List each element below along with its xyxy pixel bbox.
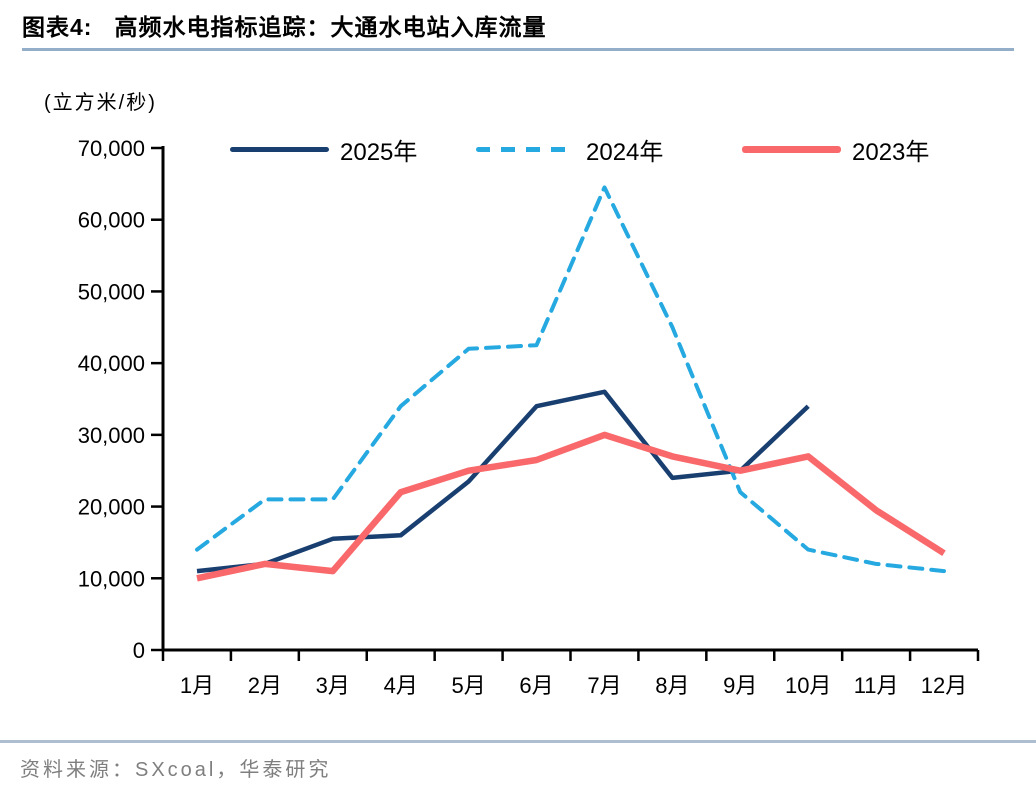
legend-line-2023-icon (742, 145, 841, 153)
svg-text:40,000: 40,000 (78, 351, 145, 376)
svg-text:10月: 10月 (785, 673, 831, 698)
legend-label-2025: 2025年 (340, 138, 418, 166)
svg-text:50,000: 50,000 (78, 279, 145, 304)
legend-label-2024: 2024年 (586, 138, 664, 166)
legend-item-2023: 2023年 (742, 131, 929, 167)
chart-legend: 2025年 2024年 2023年 (0, 131, 1036, 167)
svg-text:4月: 4月 (384, 673, 418, 698)
legend-item-2024: 2024年 (476, 131, 663, 167)
legend-item-2025: 2025年 (230, 131, 417, 167)
svg-text:9月: 9月 (723, 673, 757, 698)
axis-unit-label: (立方米/秒) (44, 92, 157, 114)
svg-text:1月: 1月 (180, 673, 214, 698)
footer-divider (0, 740, 1036, 743)
svg-text:60,000: 60,000 (78, 208, 145, 233)
chart-svg: 0 10,000 20,000 30,000 40,000 50,000 60,000 70,… (78, 136, 980, 698)
chart-area: 0 10,000 20,000 30,000 40,000 50,000 60,000 70,… (0, 85, 1036, 740)
svg-text:0: 0 (133, 638, 145, 663)
title-divider (22, 48, 1014, 51)
svg-text:11月: 11月 (854, 673, 899, 698)
svg-text:6月: 6月 (519, 673, 553, 698)
svg-text:20,000: 20,000 (78, 495, 145, 520)
legend-line-2024-icon (476, 146, 575, 152)
svg-text:12月: 12月 (921, 673, 967, 698)
figure-title: 图表4: 高频水电指标追踪：大通水电站入库流量 (22, 8, 1022, 42)
legend-label-2023: 2023年 (852, 138, 930, 166)
svg-text:30,000: 30,000 (78, 423, 145, 448)
svg-text:10,000: 10,000 (78, 566, 145, 591)
svg-text:3月: 3月 (316, 673, 350, 698)
source-note: 资料来源：SXcoal，华泰研究 (20, 759, 332, 781)
svg-text:2月: 2月 (248, 673, 282, 698)
svg-text:8月: 8月 (655, 673, 689, 698)
figure-label: 图表4: (22, 14, 93, 40)
figure-title-text: 高频水电指标追踪：大通水电站入库流量 (114, 14, 547, 40)
legend-line-2025-icon (230, 146, 329, 152)
svg-text:5月: 5月 (452, 673, 486, 698)
svg-text:7月: 7月 (587, 673, 621, 698)
svg-text:70,000: 70,000 (78, 136, 145, 161)
